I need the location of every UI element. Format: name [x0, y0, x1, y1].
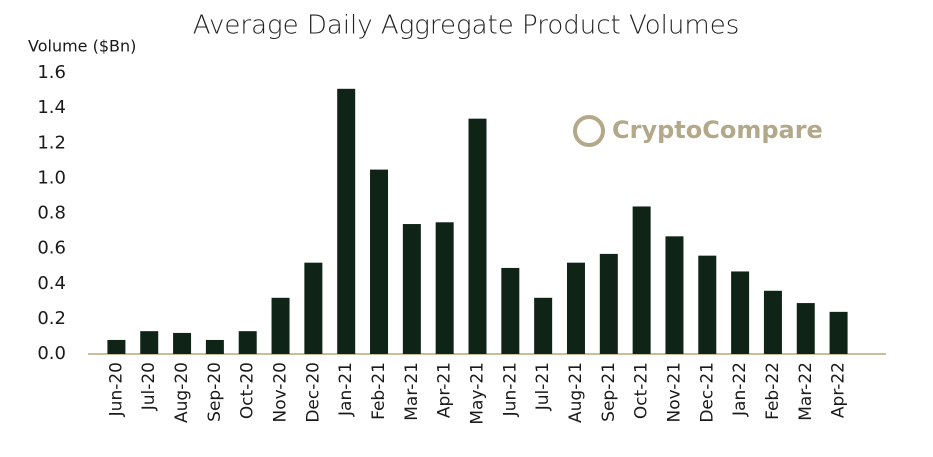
- x-tick-label: Apr-21: [435, 362, 455, 418]
- bar: [501, 267, 520, 354]
- x-tick-label: Jan-21: [336, 362, 356, 417]
- y-tick-label: 1.2: [37, 132, 66, 153]
- x-tick-label: Aug-20: [172, 362, 192, 423]
- x-tick-label: Nov-20: [271, 362, 291, 423]
- x-tick-label: Mar-22: [796, 362, 816, 421]
- x-tick-label: Mar-21: [402, 362, 422, 421]
- bar: [566, 262, 585, 354]
- bar: [763, 290, 782, 354]
- bar: [632, 206, 651, 354]
- y-tick-label: 1.0: [37, 167, 66, 188]
- y-tick-label: 1.4: [37, 97, 66, 118]
- x-tick-label: Jul-21: [533, 362, 553, 411]
- y-axis-label: Volume ($Bn): [28, 37, 136, 56]
- bar: [534, 297, 553, 354]
- y-tick-label: 1.6: [37, 62, 66, 83]
- x-tick-label: Jan-22: [730, 362, 750, 417]
- bar: [468, 118, 487, 354]
- x-tick-label: Jun-20: [106, 362, 126, 417]
- x-tick-label: May-21: [468, 362, 488, 425]
- bar: [665, 236, 684, 354]
- watermark-logo: CryptoCompare: [573, 115, 823, 147]
- bar: [205, 339, 224, 354]
- x-tick-label: Sep-21: [599, 362, 619, 422]
- x-tick-label: Oct-20: [238, 362, 258, 419]
- bar: [271, 297, 290, 354]
- y-tick-label: 0.2: [37, 308, 66, 329]
- bar: [698, 255, 717, 354]
- x-tick-label: Feb-21: [369, 362, 389, 420]
- x-tick-label: Oct-21: [632, 362, 652, 419]
- bar: [238, 331, 257, 354]
- x-tick-label: Sep-20: [205, 362, 225, 422]
- x-tick-label: Aug-21: [566, 362, 586, 423]
- bar: [107, 339, 126, 354]
- bar: [140, 331, 159, 354]
- bar: [337, 88, 356, 355]
- bar: [829, 311, 848, 354]
- x-tick-label: Nov-21: [664, 362, 684, 423]
- bar: [599, 253, 618, 354]
- x-tick-label: Dec-21: [697, 362, 717, 423]
- x-tick-label: Jul-20: [139, 362, 159, 411]
- x-tick-label: Jun-21: [500, 362, 520, 417]
- x-tick-label: Feb-22: [763, 362, 783, 420]
- x-tick-label: Apr-22: [829, 362, 849, 418]
- x-tick-label: Dec-20: [303, 362, 323, 423]
- y-tick-label: 0.0: [37, 343, 66, 364]
- y-tick-label: 0.4: [37, 273, 66, 294]
- bar: [173, 332, 192, 354]
- y-tick-label: 0.6: [37, 238, 66, 259]
- bar: [304, 262, 323, 354]
- bar: [435, 222, 454, 354]
- watermark: CryptoCompare: [612, 116, 823, 144]
- bar: [370, 169, 389, 354]
- bar: [402, 224, 421, 354]
- y-tick-label: 0.8: [37, 203, 66, 224]
- bar: [731, 271, 750, 354]
- logo-icon: [573, 115, 605, 147]
- chart-title: Average Daily Aggregate Product Volumes: [193, 11, 740, 41]
- bar: [796, 303, 815, 354]
